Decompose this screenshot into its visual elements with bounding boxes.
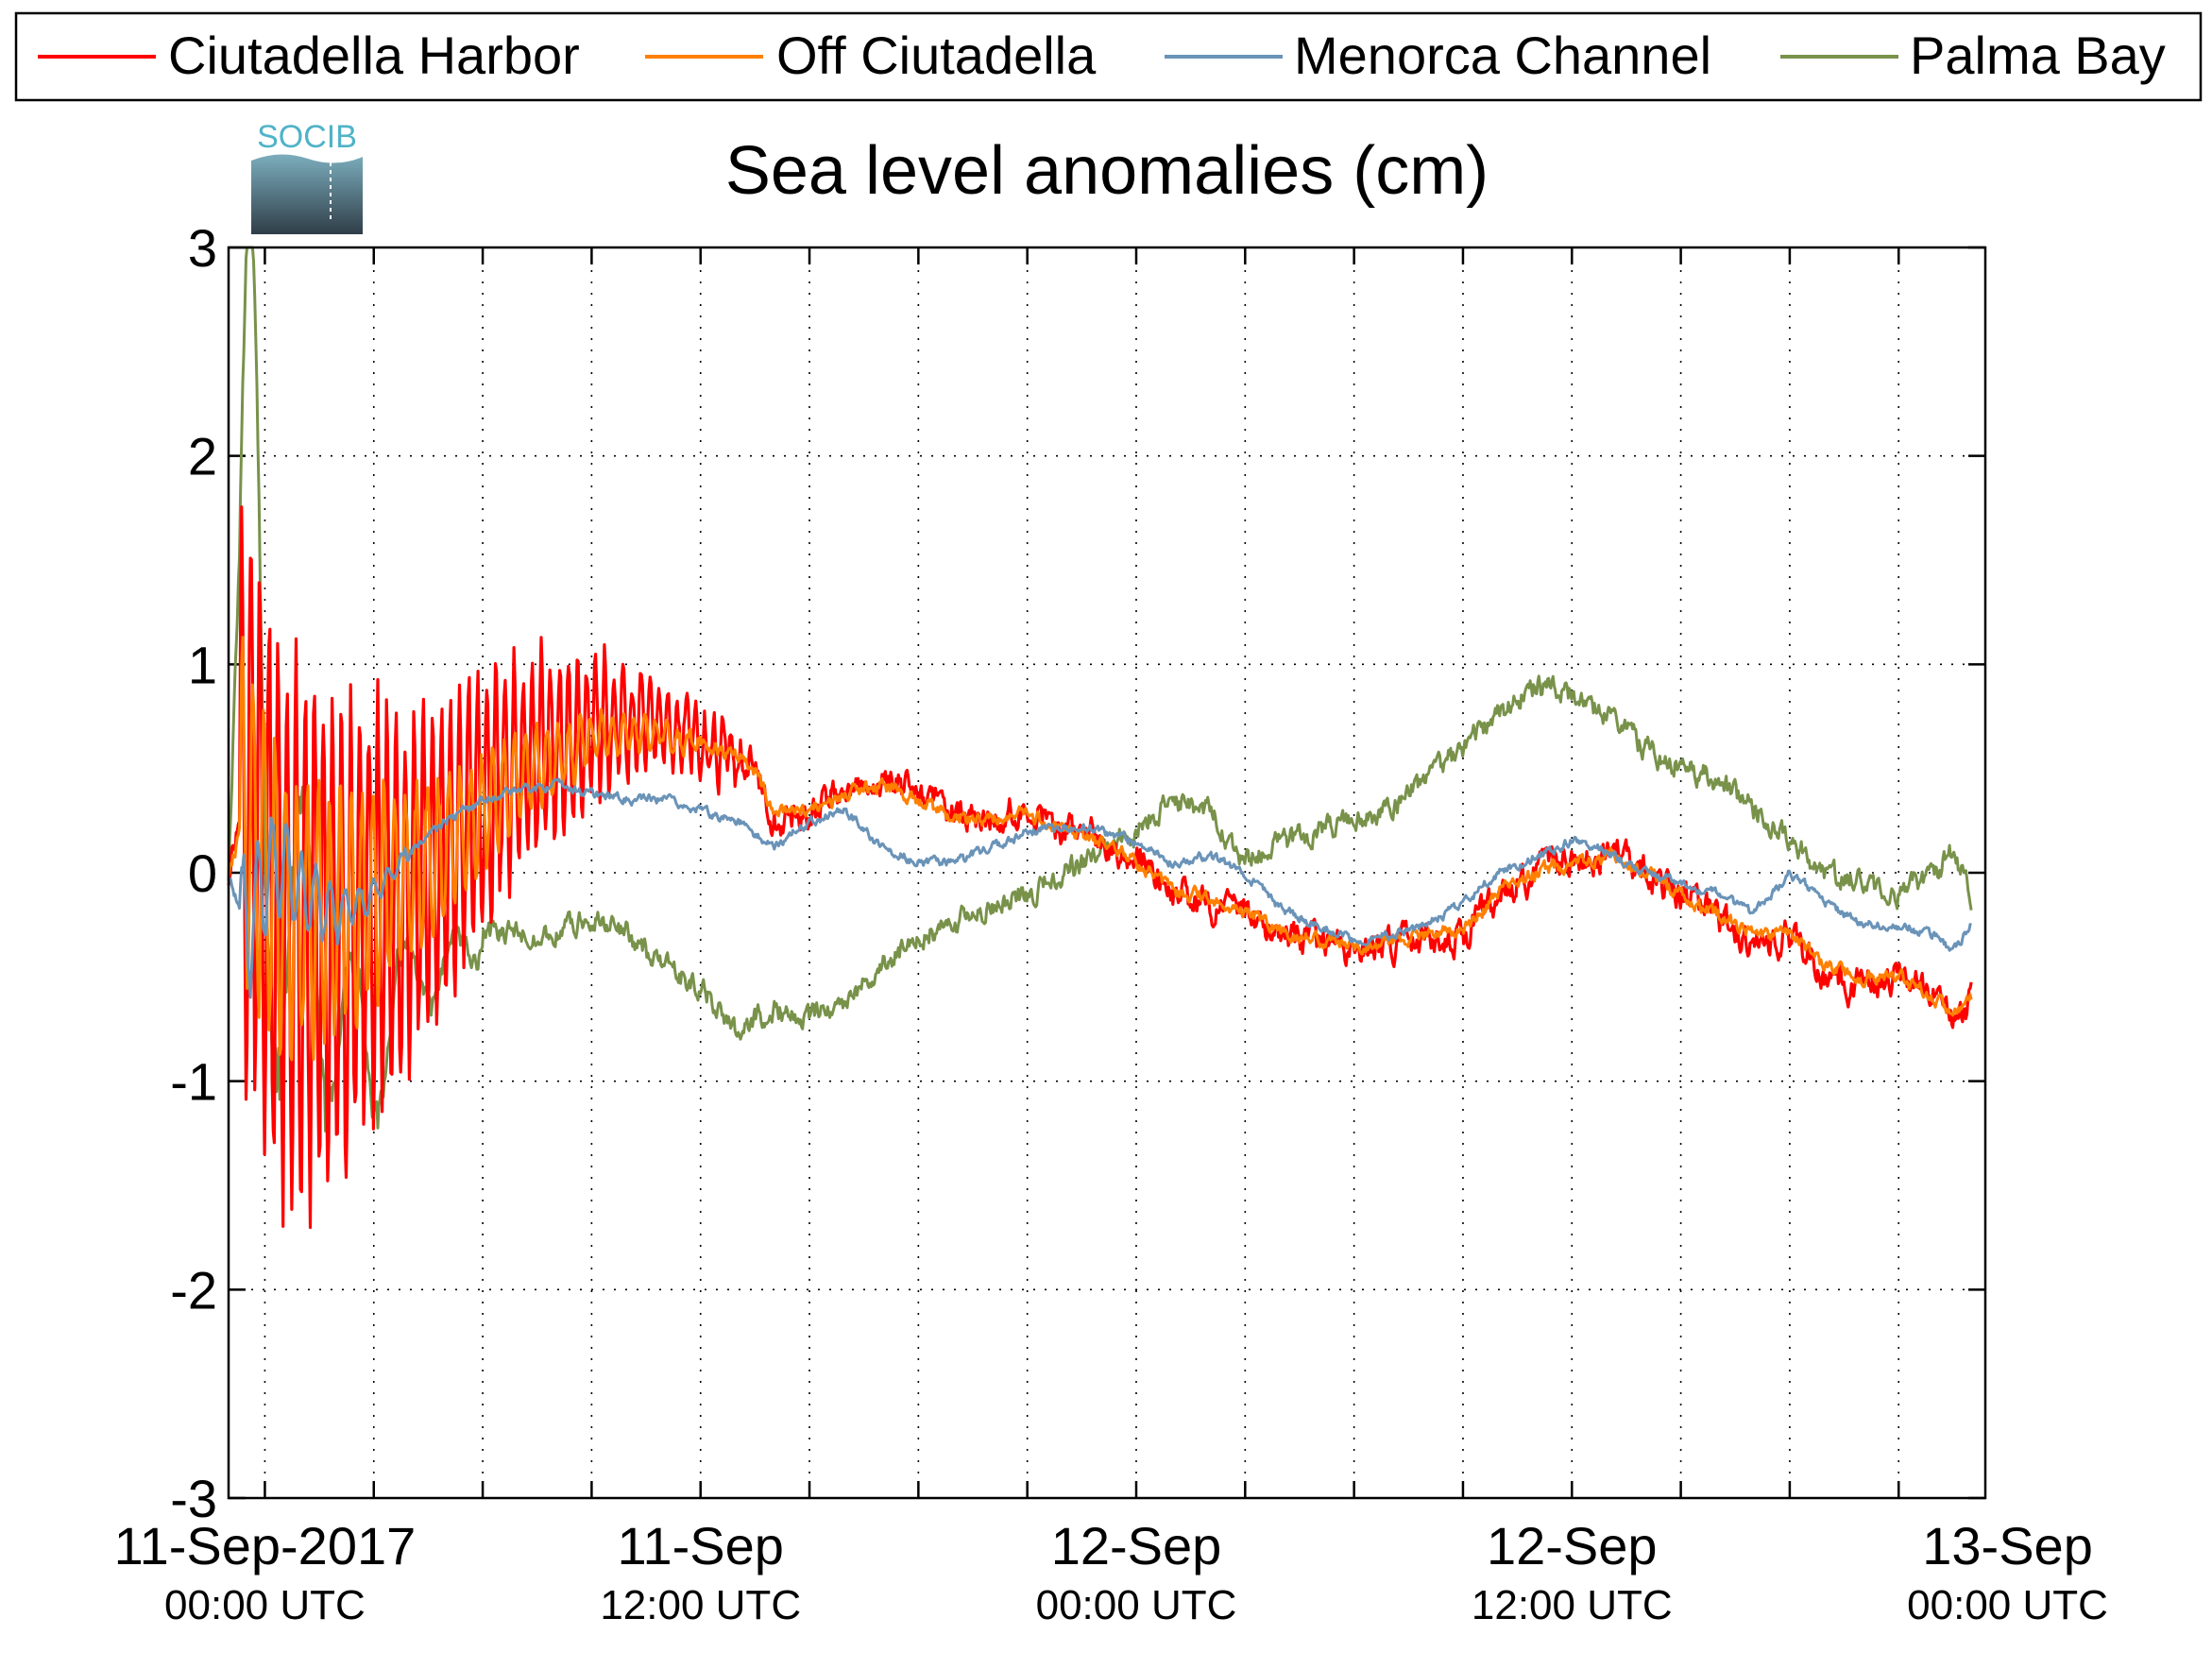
y-tick-label: 2 (188, 427, 217, 486)
logo-text: SOCIB (257, 119, 357, 155)
y-tick-label: -3 (170, 1469, 217, 1528)
socib-logo: SOCIB (251, 119, 363, 234)
x-tick-sublabel: 12:00 UTC (1472, 1582, 1673, 1628)
legend-label: Ciutadella Harbor (168, 26, 580, 85)
series-layer (227, 246, 1973, 1230)
legend-label: Palma Bay (1910, 26, 2166, 85)
x-axis-labels: 11-Sep-2017 00:00 UTC 11-Sep 12:00 UTC 12-Se… (114, 1516, 2108, 1628)
chart-title: Sea level anomalies (cm) (725, 133, 1489, 209)
series-line-palma-bay (227, 246, 1973, 1133)
y-tick-label: 3 (188, 218, 217, 278)
x-tick-label: 12-Sep (1487, 1516, 1658, 1575)
y-axis-labels: -3 -2 -1 0 1 2 3 (170, 218, 217, 1528)
series-line-menorca-channel (227, 777, 1972, 999)
x-tick-label: 13-Sep (1922, 1516, 2093, 1575)
x-tick-sublabel: 00:00 UTC (164, 1582, 366, 1628)
y-tick-label: -1 (170, 1052, 217, 1112)
legend-item-off-ciutadella: Off Ciutadella (645, 26, 1097, 85)
legend-label: Off Ciutadella (776, 26, 1097, 85)
y-tick-label: 0 (188, 843, 217, 903)
y-tick-label: -2 (170, 1260, 217, 1320)
x-tick-label: 11-Sep (618, 1516, 784, 1575)
series-line-off-ciutadella (227, 636, 1973, 1062)
x-tick-label: 11-Sep-2017 (114, 1516, 417, 1575)
legend-label: Menorca Channel (1294, 26, 1711, 85)
legend: Ciutadella Harbor Off Ciutadella Menorca… (14, 11, 2203, 102)
legend-item-ciutadella-harbor: Ciutadella Harbor (38, 26, 580, 85)
x-tick-sublabel: 00:00 UTC (1036, 1582, 1237, 1628)
y-tick-label: 1 (188, 635, 217, 694)
legend-item-menorca-channel: Menorca Channel (1165, 26, 1711, 85)
legend-item-palma-bay: Palma Bay (1780, 26, 2166, 85)
x-tick-sublabel: 00:00 UTC (1907, 1582, 2108, 1628)
x-tick-label: 12-Sep (1051, 1516, 1222, 1575)
x-tick-sublabel: 12:00 UTC (600, 1582, 801, 1628)
plot-frame (227, 246, 1987, 1500)
